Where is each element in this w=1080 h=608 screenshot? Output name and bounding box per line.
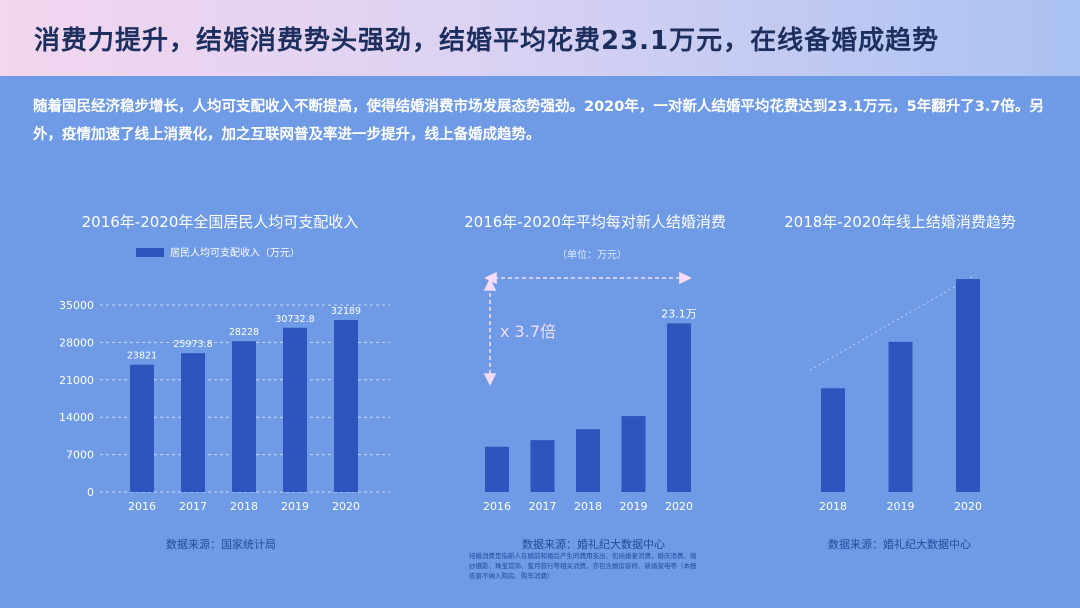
chart2-bar xyxy=(485,446,509,492)
chart1-ytick-label: 7000 xyxy=(66,449,94,462)
chart2-xtick-label: 2016 xyxy=(483,500,511,513)
chart2-xtick-label: 2018 xyxy=(574,500,602,513)
chart3-xtick-label: 2019 xyxy=(887,500,915,513)
chart1-xtick-label: 2018 xyxy=(230,500,258,513)
intro-paragraph: 随着国民经济稳步增长，人均可支配收入不断提高，使得结婚消费市场发展态势强劲。20… xyxy=(33,99,1044,143)
arrow-head-down xyxy=(483,373,497,386)
chart2-title: 2016年-2020年平均每对新人结婚消费 xyxy=(464,213,726,231)
chart3-title: 2018年-2020年线上结婚消费趋势 xyxy=(784,213,1016,231)
chart2-value-label: 23.1万 xyxy=(661,307,697,320)
chart3-bar xyxy=(888,341,913,492)
chart2-footnote: 结婚消费是指新人在婚前和婚后产生的费用支出，包括婚宴消费、婚庆消费、婚纱摄影、珠… xyxy=(469,552,697,580)
chart1-xtick-label: 2016 xyxy=(128,500,156,513)
chart1-ytick-label: 21000 xyxy=(60,374,94,387)
chart2-subtitle: （单位：万元） xyxy=(557,250,627,261)
chart2-source: 数据来源：婚礼纪大数据中心 xyxy=(522,538,665,551)
trend-line xyxy=(809,274,976,371)
page-title: 消费力提升，结婚消费势头强劲，结婚平均花费23.1万元，在线备婚成趋势 xyxy=(34,26,940,56)
chart2-xtick-label: 2017 xyxy=(529,500,557,513)
chart1-ytick-label: 35000 xyxy=(60,299,94,312)
chart1-bar xyxy=(334,320,358,492)
header-banner: 消费力提升，结婚消费势头强劲，结婚平均花费23.1万元，在线备婚成趋势 xyxy=(0,0,1080,76)
chart3-source: 数据来源：婚礼纪大数据中心 xyxy=(828,538,971,551)
chart1-xtick-label: 2020 xyxy=(332,500,360,513)
chart1-legend-swatch xyxy=(136,248,164,257)
chart1-value-label: 32189 xyxy=(331,306,361,317)
chart2-bar xyxy=(530,440,555,492)
chart1-source: 数据来源：国家统计局 xyxy=(166,538,276,551)
chart1-bar xyxy=(232,341,256,492)
chart1-income: 居民人均可支配收入（万元） 0700014000210002800035000 … xyxy=(60,246,390,513)
chart1-legend-label: 居民人均可支配收入（万元） xyxy=(170,246,300,259)
arrow-head-right xyxy=(679,271,692,285)
chart2-bar xyxy=(576,429,600,492)
chart3-online-trend: 2018 2019 2020 xyxy=(809,274,982,513)
chart1-bar xyxy=(283,327,307,492)
chart1-ytick-label: 14000 xyxy=(60,411,94,424)
chart2-xtick-label: 2019 xyxy=(620,500,648,513)
chart1-value-label: 25973.8 xyxy=(173,339,212,350)
chart1-bar xyxy=(130,364,154,492)
chart1-ytick-label: 28000 xyxy=(60,336,94,349)
chart3-xtick-label: 2018 xyxy=(819,500,847,513)
chart2-bar xyxy=(621,416,646,492)
growth-annotation: x 3.7倍 xyxy=(500,322,556,341)
chart1-value-label: 28228 xyxy=(229,327,259,338)
chart2-xtick-label: 2020 xyxy=(665,500,693,513)
annotation-arrows xyxy=(483,271,692,386)
chart1-value-label: 30732.8 xyxy=(275,314,314,325)
chart3-bar xyxy=(956,279,980,492)
chart1-value-label: 23821 xyxy=(127,351,157,362)
chart2-bar xyxy=(667,323,691,492)
chart2-wedding-spend: x 3.7倍 2016 2017 2018 2019 23.1万 2020 xyxy=(483,271,697,513)
chart3-xtick-label: 2020 xyxy=(954,500,982,513)
chart1-xtick-label: 2019 xyxy=(281,500,309,513)
chart1-xtick-label: 2017 xyxy=(179,500,207,513)
chart3-bar xyxy=(821,388,845,492)
chart1-ytick-label: 0 xyxy=(87,486,94,499)
chart1-title: 2016年-2020年全国居民人均可支配收入 xyxy=(81,213,359,231)
arrow-head-up xyxy=(483,278,497,291)
chart1-bar xyxy=(181,353,205,492)
